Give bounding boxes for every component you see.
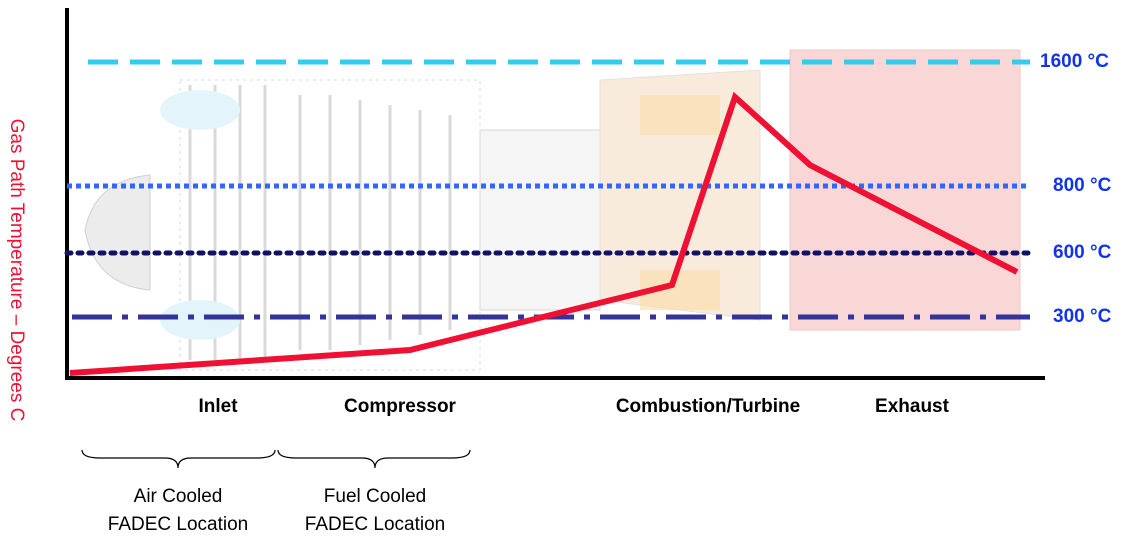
- reference-label: 1600 °C: [1040, 51, 1109, 72]
- reference-label: 600 °C: [1053, 242, 1112, 263]
- cooling-label: FADEC Location: [108, 514, 248, 535]
- cooling-label: Fuel Cooled: [324, 486, 426, 507]
- reference-label: 800 °C: [1053, 175, 1112, 196]
- brace: [81, 449, 276, 469]
- zone-label: Inlet: [198, 396, 238, 417]
- reference-label: 300 °C: [1053, 306, 1112, 327]
- engine-illustration: [84, 49, 1021, 371]
- y-axis-label: Gas Path Temperature – Degrees C: [6, 119, 27, 422]
- temperature-profile: [69, 91, 1019, 376]
- zone-label: Combustion/Turbine: [616, 396, 800, 417]
- zone-label: Exhaust: [875, 396, 950, 417]
- cooling-label: FADEC Location: [305, 514, 445, 535]
- cooling-label: Air Cooled: [134, 486, 223, 507]
- zone-label: Compressor: [344, 396, 457, 417]
- brace: [277, 449, 471, 469]
